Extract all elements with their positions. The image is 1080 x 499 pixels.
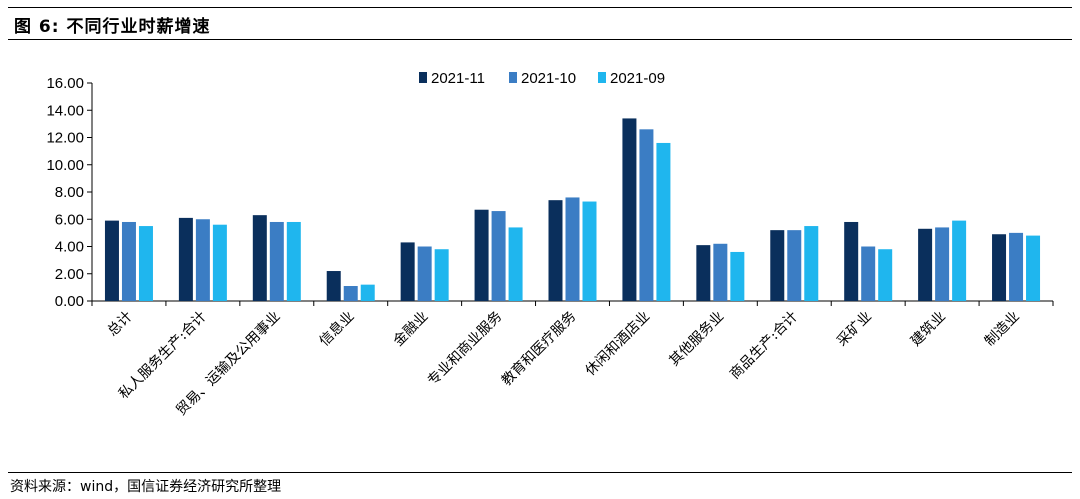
bar-2021-10-5 xyxy=(491,211,506,301)
bar-2021-11-8 xyxy=(696,245,711,301)
category-label: 教育和医疗服务 xyxy=(499,309,580,390)
bar-2021-11-6 xyxy=(548,200,563,301)
bar-2021-09-1 xyxy=(212,224,227,301)
bar-2021-11-1 xyxy=(178,217,193,301)
bar-chart: 0.00 2.00 4.00 6.00 8.00 10.00 12.00 14.00 16.00… xyxy=(46,70,1054,419)
legend-swatch-2021-11 xyxy=(419,72,427,83)
y-tick-label: 6.00 xyxy=(55,211,84,228)
bar-2021-09-9 xyxy=(804,226,819,301)
bar-2021-11-11 xyxy=(918,228,933,301)
bar-2021-09-2 xyxy=(286,221,301,301)
bar-2021-11-7 xyxy=(622,118,637,301)
bar-2021-09-0 xyxy=(138,226,153,301)
bar-2021-10-9 xyxy=(787,230,802,301)
category-label: 专业和商业服务 xyxy=(425,309,506,390)
bar-2021-10-0 xyxy=(121,221,136,301)
legend: 2021-11 2021-10 2021-09 xyxy=(419,70,665,87)
category-label: 采矿业 xyxy=(834,309,875,350)
category-label: 信息业 xyxy=(316,308,358,350)
bar-2021-10-10 xyxy=(861,246,876,301)
category-label: 建筑业 xyxy=(908,309,949,350)
bar-2021-10-7 xyxy=(639,129,654,301)
bar-2021-09-4 xyxy=(434,249,449,301)
bar-series-group xyxy=(104,118,1041,301)
bar-2021-09-12 xyxy=(1026,235,1041,301)
bar-2021-11-0 xyxy=(104,220,119,301)
category-label: 其他服务业 xyxy=(666,309,727,370)
bar-2021-09-11 xyxy=(952,220,967,301)
source-rule xyxy=(8,472,1072,473)
bar-2021-11-10 xyxy=(844,221,859,301)
bar-2021-09-3 xyxy=(360,284,375,301)
bar-2021-10-4 xyxy=(417,246,432,301)
bar-2021-11-2 xyxy=(252,215,267,301)
bar-2021-10-11 xyxy=(935,227,950,301)
bar-2021-11-9 xyxy=(770,230,785,301)
bar-2021-09-7 xyxy=(656,142,671,301)
bar-2021-09-6 xyxy=(582,201,597,301)
y-tick-label: 12.00 xyxy=(46,130,84,147)
category-label: 商品生产:合计 xyxy=(727,309,801,383)
legend-label: 2021-09 xyxy=(610,70,665,87)
y-tick-label: 4.00 xyxy=(55,239,84,256)
source-note: 资料来源：wind，国信证券经济研究所整理 xyxy=(10,479,282,495)
y-axis: 0.00 2.00 4.00 6.00 8.00 10.00 12.00 14.00 16.00 xyxy=(46,75,93,310)
y-tick-label: 0.00 xyxy=(55,293,84,310)
bar-2021-11-12 xyxy=(992,234,1007,301)
figure-title: 图 6: 不同行业时薪增速 xyxy=(14,17,211,37)
category-label: 制造业 xyxy=(982,309,1023,350)
bar-2021-10-6 xyxy=(565,197,580,301)
bar-2021-11-3 xyxy=(326,271,341,301)
y-tick-label: 2.00 xyxy=(55,266,84,283)
bar-2021-10-12 xyxy=(1009,232,1024,301)
category-label: 金融业 xyxy=(390,309,431,350)
legend-swatch-2021-10 xyxy=(509,72,517,83)
y-tick-label: 8.00 xyxy=(55,184,84,201)
legend-label: 2021-10 xyxy=(521,70,576,87)
bar-2021-10-1 xyxy=(195,219,210,301)
category-label: 休闲和酒店业 xyxy=(583,309,654,380)
bar-2021-09-8 xyxy=(730,251,745,301)
x-axis xyxy=(91,300,1054,306)
bar-2021-09-10 xyxy=(878,249,893,301)
bar-2021-11-4 xyxy=(400,242,415,301)
top-rule xyxy=(8,7,1072,8)
legend-label: 2021-11 xyxy=(431,70,485,87)
title-rule xyxy=(8,39,1072,40)
bar-2021-10-3 xyxy=(343,286,358,301)
y-tick-label: 14.00 xyxy=(46,102,84,119)
bar-2021-09-5 xyxy=(508,227,523,301)
bar-2021-11-5 xyxy=(474,209,489,301)
y-tick-label: 16.00 xyxy=(46,75,84,92)
bar-2021-10-8 xyxy=(713,243,728,301)
legend-swatch-2021-09 xyxy=(598,72,606,83)
y-tick-label: 10.00 xyxy=(46,157,84,174)
category-label: 总计 xyxy=(105,309,136,340)
bar-2021-10-2 xyxy=(269,221,284,301)
